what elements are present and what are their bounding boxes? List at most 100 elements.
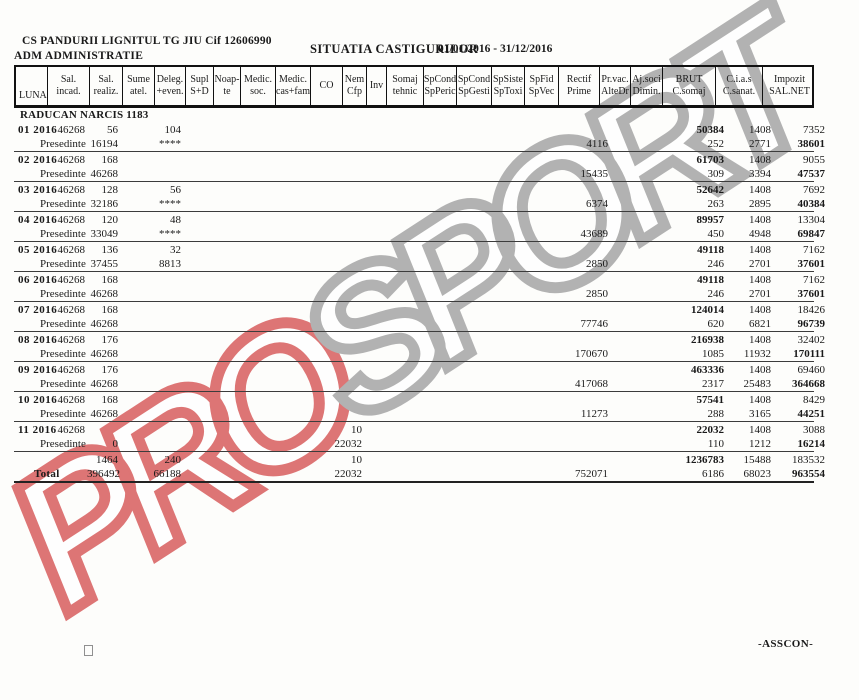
column-header-somaj_tehnic: Somaj tehnic	[386, 67, 423, 105]
column-header-spcond_spgesti: SpCond SpGesti	[456, 67, 491, 105]
footer-asscon: -ASSCON-	[758, 638, 814, 650]
table-cell: 3088 16214	[797, 423, 826, 450]
column-header-supl_sd: Supl S+D	[185, 67, 213, 105]
table-cell: 32 8813	[159, 243, 181, 270]
column-header-luna: LUNA	[19, 90, 47, 102]
table-cell: 46268	[57, 393, 86, 406]
table-body: 01 2016 Presedinte 46268 56 16194 104 **** 4116…	[14, 122, 825, 483]
table-cell: 7692 40384	[797, 183, 826, 210]
column-header-nem_cfp: Nem Cfp	[342, 67, 366, 105]
table-cell: 15488 68023	[743, 453, 772, 480]
table-cell: Total	[34, 467, 60, 480]
table-cell: 417068	[575, 377, 608, 390]
table-cell: 50384 252	[696, 123, 725, 150]
table-cell: 11273	[580, 407, 608, 420]
column-header-sal_realiz: Sal. realiz.	[89, 67, 122, 105]
table-cell: 09 2016 Presedinte	[18, 363, 86, 390]
table-cell: 69460 364668	[792, 363, 825, 390]
table-cell: 752071	[575, 467, 608, 480]
table-cell: 1464 396492	[87, 453, 120, 480]
table-cell: 43689	[580, 227, 609, 240]
table-cell	[308, 273, 364, 301]
column-header-spcond_spperic: SpCond SpPeric	[423, 67, 456, 105]
table-cell: 240 66188	[153, 453, 182, 480]
table-cell: 77746	[580, 317, 609, 330]
table-cell: 13304 69847	[797, 213, 826, 240]
column-header-cias_csanat: C.i.a.s C.sanat.	[715, 67, 762, 105]
month-row-09-2016: 09 2016 Presedinte 46268 176 46268 417068 4633…	[14, 362, 825, 392]
table-cell: 176 46268	[90, 363, 119, 390]
department-line: ADM ADMINISTRATIE	[14, 50, 144, 62]
table-cell: 6374	[586, 197, 608, 210]
table-cell: 124014 620	[691, 303, 724, 330]
table-cell: 1408 2701	[749, 273, 771, 300]
table-cell	[152, 153, 183, 181]
table-cell: 11 2016 Presedinte	[18, 423, 86, 450]
table-cell: 4116	[586, 137, 608, 150]
table-cell: 04 2016 Presedinte	[18, 213, 86, 240]
table-cell: 9055 47537	[797, 153, 826, 180]
table-cell	[152, 273, 183, 301]
table-cell	[308, 213, 364, 241]
table-cell	[152, 303, 183, 331]
table-cell: 8429 44251	[797, 393, 826, 420]
table-cell: 2850	[586, 257, 608, 270]
month-row-06-2016: 06 2016 Presedinte 46268 168 46268 2850 49118 2…	[14, 272, 825, 302]
table-cell: 7162 37601	[797, 243, 826, 270]
table-cell: 168 46268	[90, 273, 119, 300]
table-cell: 1408 4948	[749, 213, 771, 240]
column-header-medic_casfam: Medic. cas+fam	[275, 67, 310, 105]
employee-name: RADUCAN NARCIS 1183	[20, 109, 149, 121]
table-cell: 1408 2701	[749, 243, 771, 270]
table-cell: 104 ****	[159, 123, 181, 150]
table-cell	[308, 393, 364, 421]
column-header-co: CO	[310, 67, 342, 105]
table-cell: 02 2016 Presedinte	[18, 153, 86, 180]
table-cell: 463336 2317	[691, 363, 724, 390]
table-cell	[308, 123, 364, 151]
table-cell: 46268	[57, 153, 86, 166]
table-cell: 48 ****	[159, 213, 181, 240]
table-cell	[308, 333, 364, 361]
table-cell	[308, 303, 364, 331]
table-cell: 7352 38601	[797, 123, 826, 150]
table-cell: 7162 37601	[797, 273, 826, 300]
month-row-04-2016: 04 2016 Presedinte 46268 120 33049 48 **** 4368…	[14, 212, 825, 242]
table-cell	[308, 153, 364, 181]
table-cell: 46268	[57, 333, 86, 346]
column-header-impozit_salnet: Impozit SAL.NET	[762, 67, 816, 105]
table-cell: 08 2016 Presedinte	[18, 333, 86, 360]
table-cell	[152, 333, 183, 361]
column-header-medic_soc: Medic. soc.	[240, 67, 275, 105]
month-row-05-2016: 05 2016 Presedinte 46268 136 37455 32 8813 2850…	[14, 242, 825, 272]
total-row: Total 1464 396492 240 66188 10 22032 752071 1236…	[14, 452, 825, 483]
month-row-01-2016: 01 2016 Presedinte 46268 56 16194 104 **** 4116…	[14, 122, 825, 152]
company-line: CS PANDURII LIGNITUL TG JIU Cif 12606990	[22, 35, 272, 47]
table-cell: 89957 450	[696, 213, 725, 240]
table-cell: 1408 25483	[743, 363, 772, 390]
month-row-03-2016: 03 2016 Presedinte 46268 128 32186 56 **** 6374…	[14, 182, 825, 212]
table-cell: 168 46268	[90, 303, 119, 330]
table-cell: 1408 6821	[749, 303, 771, 330]
table-cell: 120 33049	[90, 213, 119, 240]
table-cell: 2850	[586, 287, 608, 300]
table-cell: 136 37455	[90, 243, 119, 270]
column-header-sume_atel: Sume atel.	[122, 67, 154, 105]
table-cell: 168 46268	[90, 393, 119, 420]
table-cell: 1408 2895	[749, 183, 771, 210]
table-cell: 03 2016 Presedinte	[18, 183, 86, 210]
earnings-table: LUNA Sal. incad. Sal. realiz. Sume atel. Del…	[14, 65, 825, 483]
table-cell	[152, 363, 183, 391]
table-cell	[152, 393, 183, 421]
table-cell: 56 16194	[90, 123, 119, 150]
table-cell: 01 2016 Presedinte	[18, 123, 86, 150]
table-cell: 15435	[580, 167, 609, 180]
table-cell: 46268	[57, 423, 86, 436]
table-cell	[45, 453, 87, 481]
table-cell: 1408 2771	[749, 123, 771, 150]
table-cell	[569, 423, 610, 451]
table-cell: 1408 11932	[743, 333, 771, 360]
table-cell: 22032 110	[696, 423, 725, 450]
table-cell: 10 22032	[334, 453, 363, 480]
